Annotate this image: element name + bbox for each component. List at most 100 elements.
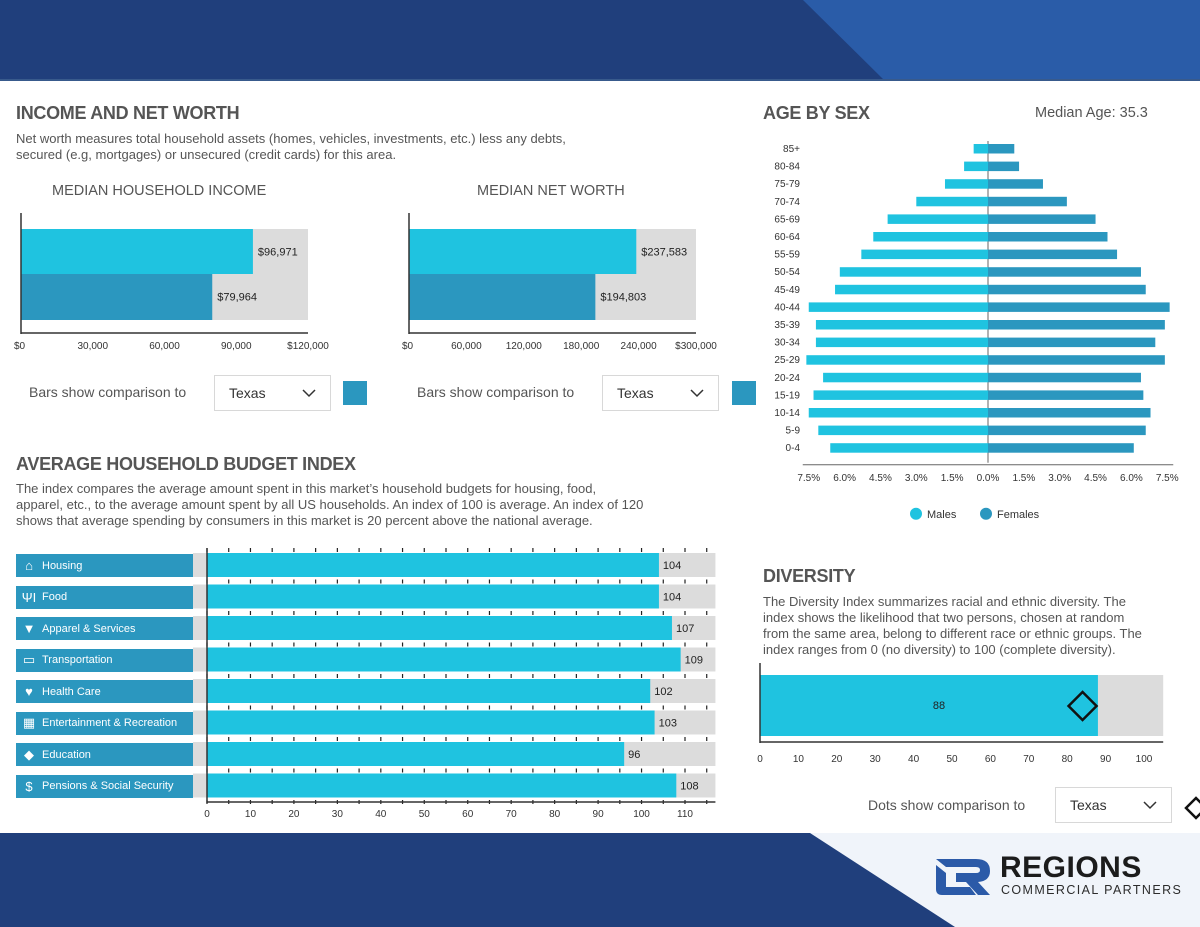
age-group-label: 70-74 bbox=[774, 197, 800, 208]
x-tick-label: 50 bbox=[946, 754, 958, 765]
budget-category-label: ▭ Transportation bbox=[16, 648, 193, 672]
x-tick-label: 180,000 bbox=[563, 341, 600, 352]
header-banner bbox=[0, 0, 1200, 81]
age-group-label: 20-24 bbox=[774, 373, 800, 384]
x-tick-label: 70 bbox=[506, 809, 518, 820]
house-icon: ⌂ bbox=[25, 558, 33, 573]
budget-section-title: AVERAGE HOUSEHOLD BUDGET INDEX bbox=[16, 454, 356, 474]
age-group-label: 55-59 bbox=[774, 250, 800, 261]
x-tick-label: 0 bbox=[204, 809, 210, 820]
category-name: Apparel & Services bbox=[42, 622, 136, 635]
bar-value-label: $194,803 bbox=[600, 292, 646, 304]
category-name: Food bbox=[42, 591, 68, 603]
x-tick-label: 100 bbox=[633, 809, 650, 820]
male-bar bbox=[873, 232, 988, 242]
budget-value-label: 108 bbox=[680, 781, 698, 793]
budget-value-label: 104 bbox=[663, 592, 681, 604]
diversity-compare-dropdown[interactable]: Texas bbox=[1055, 787, 1172, 823]
networth-compare-label: Bars show comparison to bbox=[417, 384, 575, 400]
budget-category-label: ⌂ Housing bbox=[16, 554, 193, 577]
x-tick-label: 10 bbox=[793, 754, 805, 765]
shirt-icon: ▼ bbox=[22, 621, 36, 636]
male-bar bbox=[818, 425, 988, 436]
diversity-section-description: The Diversity Index summarizes racial an… bbox=[763, 594, 1193, 658]
female-bar bbox=[988, 179, 1043, 189]
male-bar bbox=[916, 196, 988, 207]
budget-bar bbox=[207, 553, 659, 577]
x-tick-label: 10 bbox=[245, 809, 257, 820]
age-group-label: 45-49 bbox=[774, 285, 800, 296]
bar-value-label: $96,971 bbox=[258, 247, 298, 259]
diversity-compare-label: Dots show comparison to bbox=[868, 797, 1026, 813]
legend-males-dot bbox=[910, 507, 922, 520]
budget-bar bbox=[207, 710, 655, 735]
budget-category-label: ◆ Education bbox=[16, 743, 193, 766]
category-name: Entertainment & Recreation bbox=[42, 717, 178, 729]
x-tick-label: 1.5% bbox=[941, 473, 964, 484]
age-pyramid-chart: 85+ 80-84 75-79 70-74 65-69 60-64 55-59 50-54 45… bbox=[774, 141, 1179, 521]
description-line: shows that average spending by consumers… bbox=[16, 513, 593, 528]
male-bar bbox=[839, 267, 988, 277]
area-bar bbox=[21, 229, 253, 274]
income-section-title: INCOME AND NET WORTH bbox=[16, 103, 240, 123]
age-group-label: 0-4 bbox=[786, 443, 801, 454]
x-tick-label: 4.5% bbox=[1084, 473, 1107, 484]
x-tick-label: 100 bbox=[1136, 754, 1153, 765]
x-tick-label: $0 bbox=[14, 341, 26, 352]
budget-category-label: ΨI Food bbox=[16, 585, 193, 609]
budget-category-label: ▦ Entertainment & Recreation bbox=[16, 711, 193, 735]
budget-bar bbox=[207, 584, 659, 609]
age-group-label: 15-19 bbox=[774, 390, 800, 401]
budget-value-label: 102 bbox=[654, 686, 672, 698]
x-tick-label: 6.0% bbox=[833, 473, 856, 484]
description-line: Net worth measures total household asset… bbox=[16, 131, 566, 146]
description-line: index ranges from 0 (no diversity) to 10… bbox=[763, 642, 1116, 657]
description-line: The index compares the average amount sp… bbox=[16, 481, 597, 496]
x-tick-label: $0 bbox=[402, 341, 414, 352]
budget-category-label: $ Pensions & Social Security bbox=[16, 774, 193, 798]
age-group-label: 40-44 bbox=[774, 302, 800, 313]
male-bar bbox=[806, 355, 988, 365]
female-bar bbox=[988, 320, 1165, 330]
x-tick-label: 6.0% bbox=[1120, 473, 1143, 484]
male-bar bbox=[964, 161, 988, 172]
texas-comparison-diamond bbox=[1066, 690, 1099, 722]
comparison-bar bbox=[409, 274, 596, 320]
budget-value-label: 96 bbox=[628, 749, 640, 761]
female-bar bbox=[988, 249, 1118, 260]
income-compare-label: Bars show comparison to bbox=[29, 384, 187, 400]
female-bar bbox=[988, 284, 1146, 295]
age-group-label: 5-9 bbox=[786, 426, 801, 437]
budget-section-description: The index compares the average amount sp… bbox=[16, 481, 736, 529]
description-line: from the same area, belong to different … bbox=[763, 626, 1142, 641]
female-bar bbox=[988, 232, 1108, 242]
area-bar bbox=[409, 229, 637, 274]
budget-value-label: 104 bbox=[663, 560, 681, 572]
networth-compare-dropdown[interactable]: Texas bbox=[602, 375, 719, 411]
x-tick-label: 60 bbox=[462, 809, 474, 820]
category-name: Transportation bbox=[42, 654, 113, 666]
male-bar bbox=[815, 320, 988, 330]
age-section-title: AGE BY SEX bbox=[763, 103, 870, 123]
legend-females-dot bbox=[980, 507, 992, 520]
age-group-label: 85+ bbox=[783, 144, 800, 155]
budget-chart: 104 104 107 109 102 103 96 108 0 10 20 30 40 50 60 70 80… bbox=[193, 548, 716, 820]
x-tick-label: 120,000 bbox=[506, 341, 543, 352]
female-bar bbox=[988, 161, 1020, 172]
comparison-bar bbox=[21, 274, 213, 320]
age-group-label: 25-29 bbox=[774, 355, 800, 366]
x-tick-label: 30 bbox=[870, 754, 882, 765]
x-tick-label: 4.5% bbox=[869, 473, 892, 484]
x-tick-label: 90 bbox=[1100, 754, 1112, 765]
male-bar bbox=[887, 214, 988, 224]
ticket-icon: ▦ bbox=[22, 715, 36, 730]
x-tick-label: 40 bbox=[908, 754, 920, 765]
x-tick-label: 60 bbox=[985, 754, 997, 765]
age-group-label: 60-64 bbox=[774, 232, 800, 243]
label-gap-strip bbox=[193, 679, 207, 703]
income-compare-dropdown[interactable]: Texas bbox=[214, 375, 331, 411]
budget-value-label: 107 bbox=[676, 623, 694, 635]
x-tick-label: 1.5% bbox=[1012, 473, 1035, 484]
female-bar bbox=[988, 443, 1134, 453]
male-bar bbox=[815, 337, 988, 348]
